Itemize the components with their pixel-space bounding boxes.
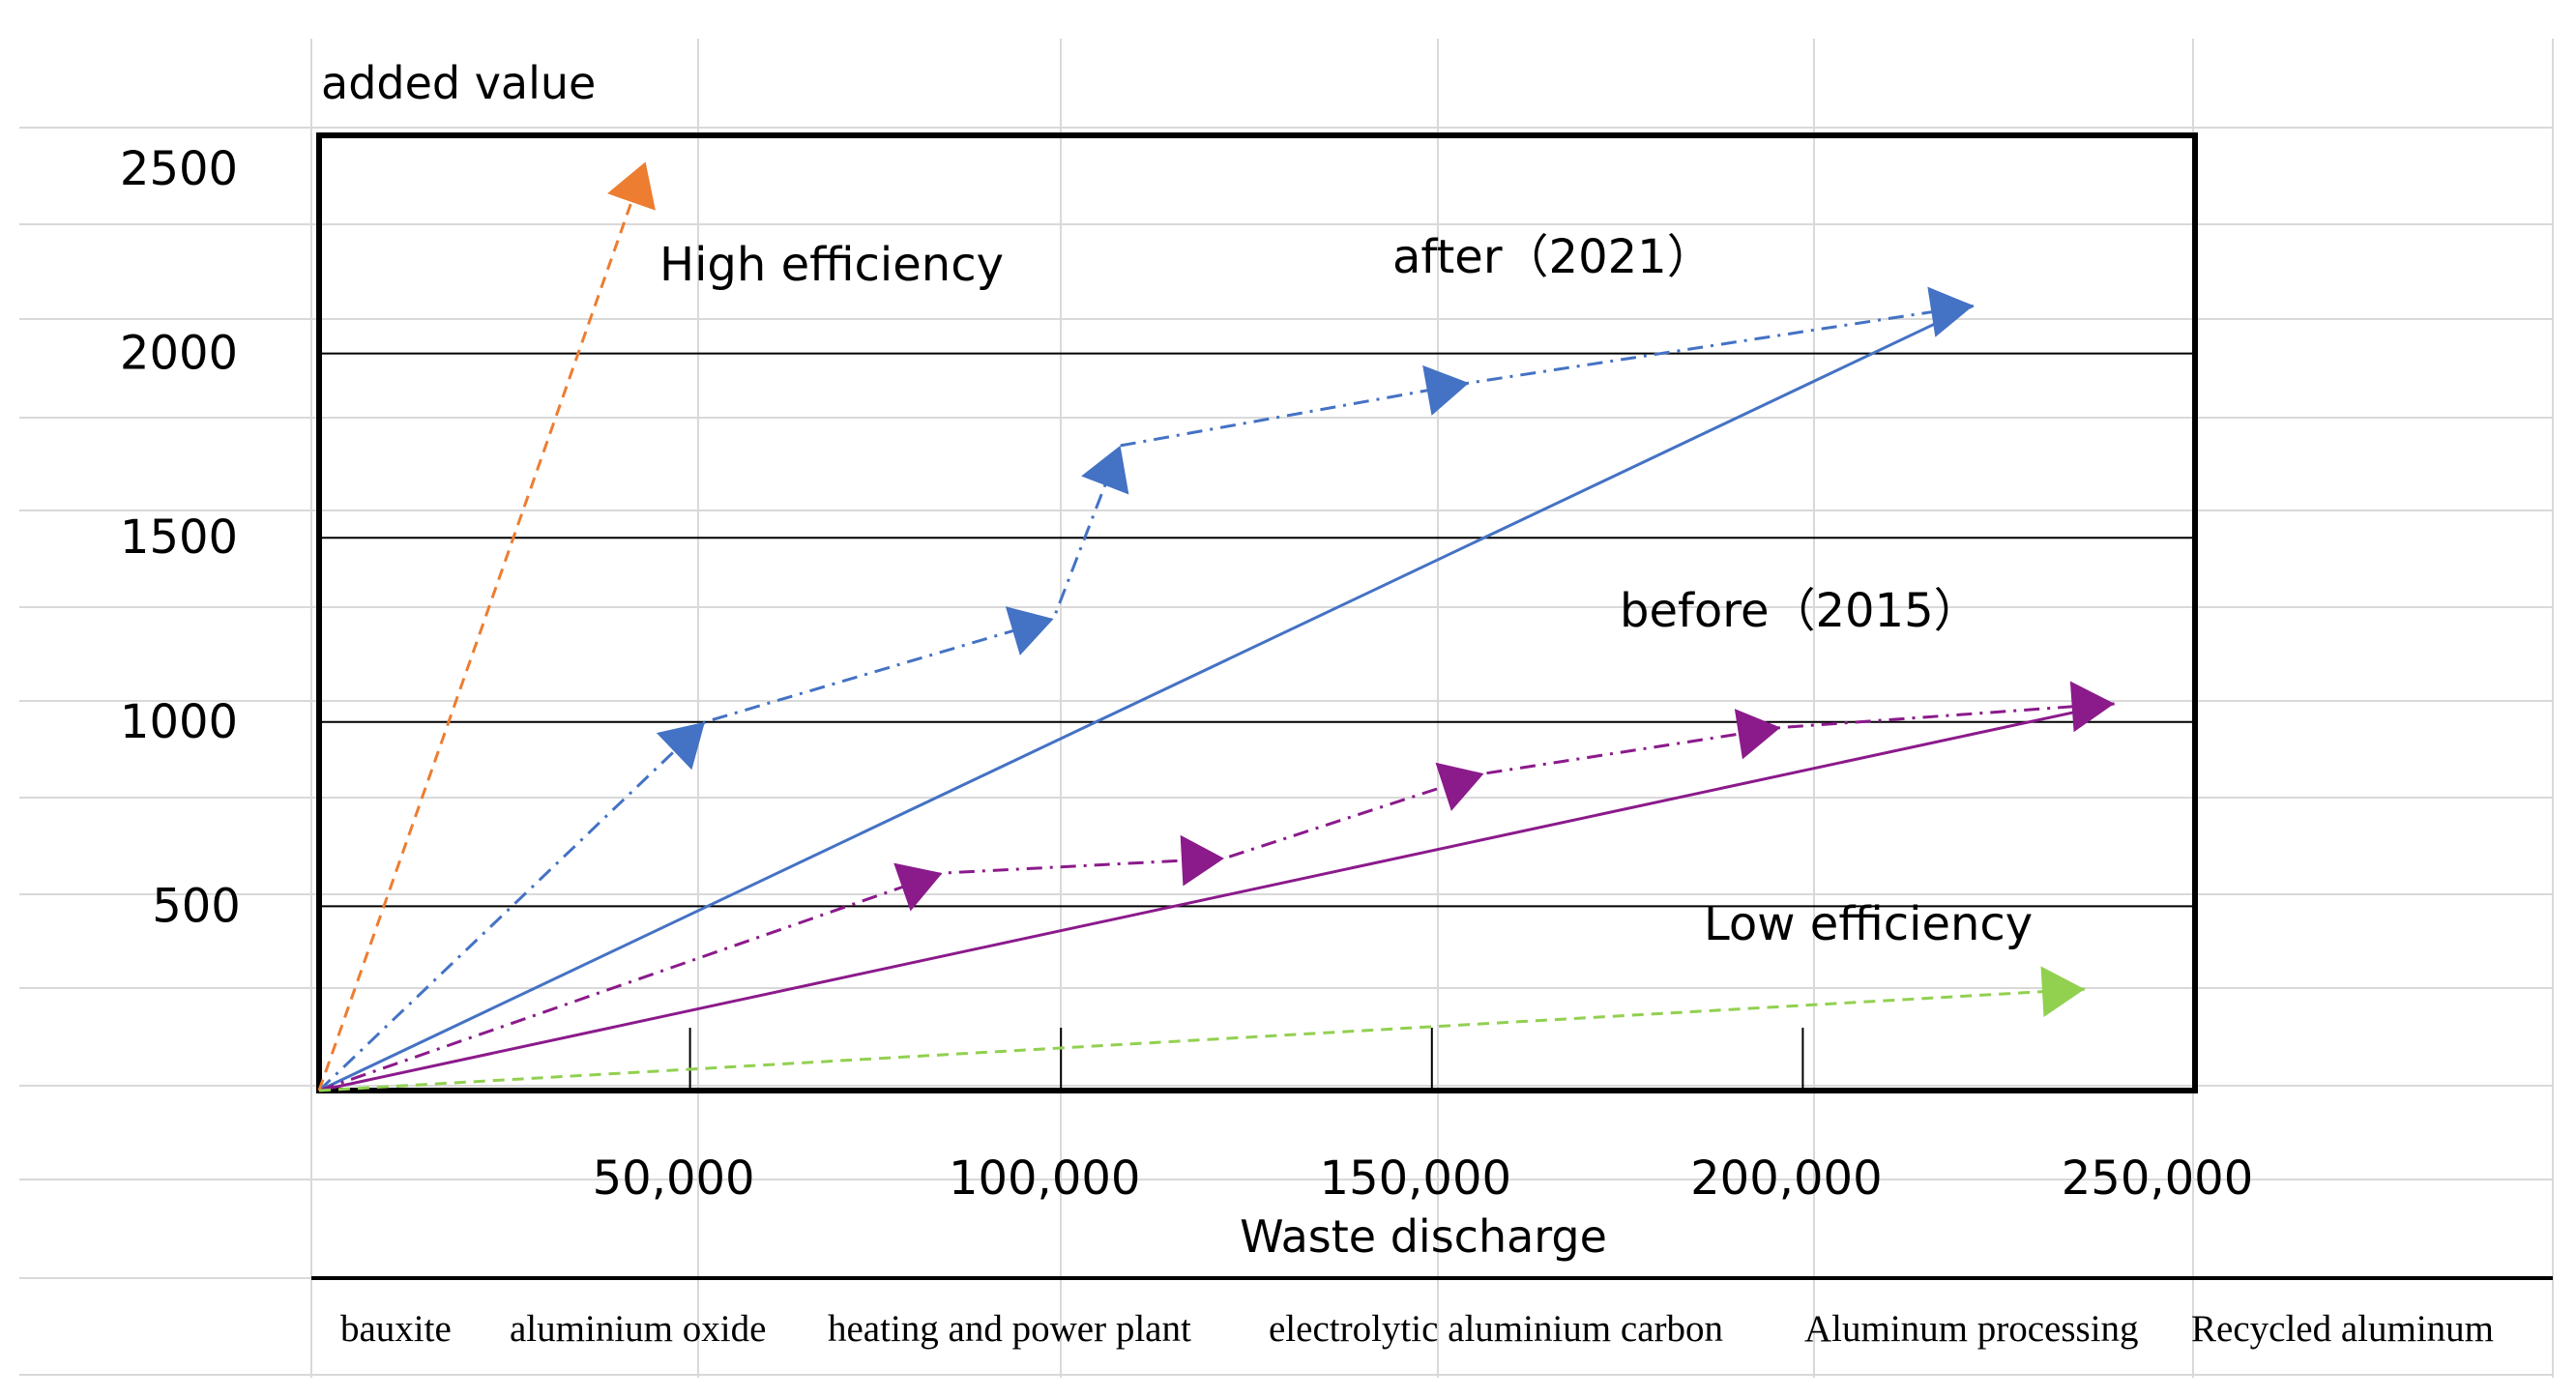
series-line [317,304,1975,1092]
y-tick-labels: 500 1000 1500 2000 2500 [120,142,241,933]
arrowhead-marker [1422,364,1470,416]
series-line [318,702,2115,1092]
arrowhead-marker [1081,445,1129,495]
arrowhead-marker [1734,709,1781,760]
stage-labels: bauxite aluminium oxide heating and powe… [340,1308,2494,1350]
x-tick-label: 250,000 [2062,1151,2254,1206]
stage-label-bauxite: bauxite [340,1308,452,1350]
y-tick-label: 500 [152,879,241,933]
arrowhead-marker [1180,834,1224,887]
y-tick-label: 1500 [120,510,238,565]
series-2 [318,681,2115,1092]
arrowhead-marker [1927,286,1974,337]
x-tick-marks [688,1028,1804,1091]
annotation-after-2021: after（2021） [1392,230,1713,284]
annotation-high-efficiency: High efficiency [659,238,1004,292]
y-tick-label: 2000 [120,327,238,381]
stage-label-recycled-aluminum: Recycled aluminum [2191,1308,2494,1350]
series-3 [318,702,2115,1092]
series-line [318,987,2086,1092]
x-tick-label: 200,000 [1690,1151,1883,1206]
x-tick-label: 150,000 [1320,1151,1512,1206]
plot-frame [316,132,2198,1093]
series-0 [317,286,1975,1092]
series-layer [317,160,2115,1092]
series-line [318,304,1975,1092]
x-tick-label: 50,000 [593,1151,755,1206]
arrowhead-marker [1005,606,1054,655]
arrowhead-marker [2040,966,2085,1018]
arrowhead-marker [2069,681,2115,733]
stage-label-aluminium-oxide: aluminium oxide [510,1308,766,1350]
arrowhead-marker [607,161,656,211]
x-axis-label: Waste discharge [1240,1210,1607,1263]
arrowhead-marker [656,721,705,771]
y-axis-label: added value [321,57,596,109]
x-tick-labels: 50,000 100,000 150,000 200,000 250,000 [593,1151,2254,1206]
y-tick-label: 1000 [120,695,238,749]
stage-label-heating-power-plant: heating and power plant [828,1308,1191,1350]
y-tick-label: 2500 [120,142,238,196]
series-5 [318,966,2086,1092]
series-4 [317,160,656,1092]
stage-label-aluminum-processing: Aluminum processing [1804,1308,2139,1350]
series-line [318,702,2115,1092]
series-line [317,160,647,1092]
annotation-before-2015: before（2015） [1620,584,1980,638]
value-gridlines [319,352,2195,908]
annotation-low-efficiency: Low efficiency [1704,897,2033,951]
arrowhead-marker [893,862,943,912]
arrowhead-marker [1435,762,1484,811]
x-tick-label: 100,000 [949,1151,1141,1206]
stage-label-electrolytic-aluminium-carbon: electrolytic aluminium carbon [1269,1308,1723,1350]
series-1 [318,304,1975,1092]
